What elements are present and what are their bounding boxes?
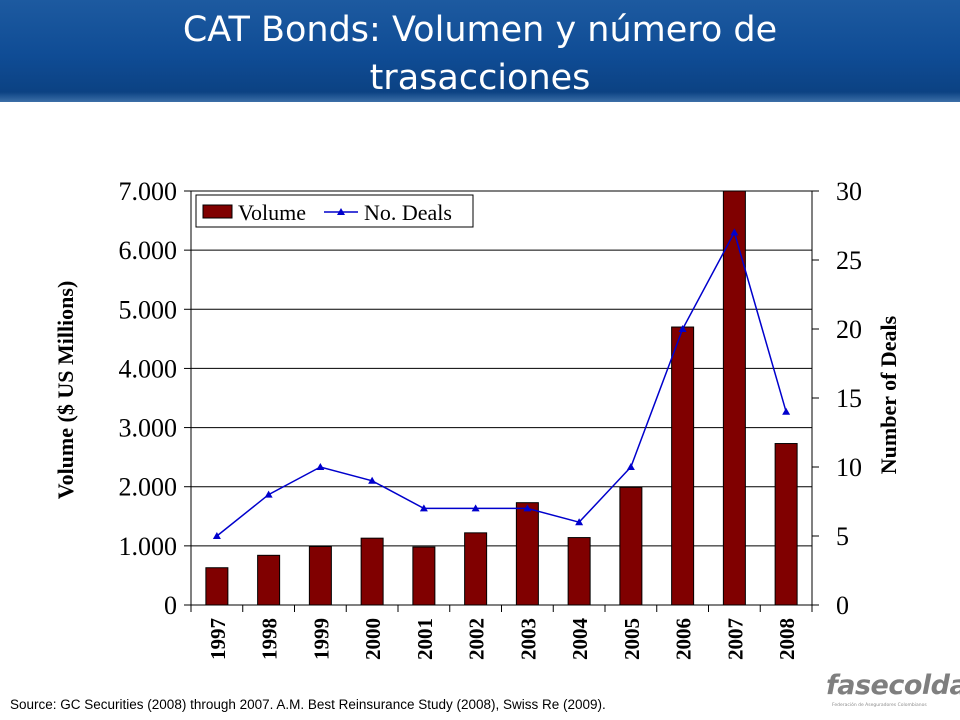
y2-tick-label: 20	[836, 315, 862, 344]
y-tick-label: 1.000	[119, 532, 178, 561]
slide-title: CAT Bonds: Volumen y número de trasaccio…	[0, 6, 960, 102]
bar-volume	[308, 545, 332, 606]
deals-line	[212, 228, 791, 539]
cat-bonds-chart: 0 1.000 2.000 3.000 4.000 5.000 6.000 7.000 0 5 10…	[53, 177, 901, 660]
legend-swatch-volume	[202, 204, 233, 219]
axis-labels: 0 1.000 2.000 3.000 4.000 5.000 6.000 7.000 0 5 10…	[53, 177, 901, 660]
x-tick-label: 2005	[620, 618, 644, 660]
bar-volume	[464, 532, 488, 606]
y-axis-title: Volume ($ US Millions)	[53, 281, 78, 500]
legend-label-volume: Volume	[238, 200, 306, 225]
bar-volume	[722, 190, 746, 606]
bar-volume	[774, 443, 798, 606]
deals-point	[419, 504, 428, 512]
deals-point	[678, 325, 687, 332]
x-tick-label: 1997	[206, 618, 230, 660]
axes	[184, 190, 819, 612]
legend-marker-deals	[337, 208, 345, 215]
x-tick-label: 2006	[672, 618, 696, 660]
deals-point	[626, 463, 635, 470]
source-note: Source: GC Securities (2008) through 200…	[10, 697, 606, 712]
bar-volume	[360, 537, 384, 606]
y-tick-label: 6.000	[119, 236, 178, 265]
x-tick-label: 2003	[516, 618, 540, 660]
y2-tick-label: 5	[836, 522, 849, 551]
bar-volume	[257, 554, 281, 606]
y2-axis-title: Number of Deals	[876, 315, 901, 474]
y-tick-label: 7.000	[119, 177, 178, 206]
deals-point	[782, 407, 791, 415]
x-tick-label: 2004	[568, 618, 592, 661]
deals-point	[523, 504, 532, 512]
bar-volume	[671, 326, 695, 606]
legend-box	[195, 194, 474, 228]
deals-point	[471, 504, 480, 512]
fasecolda-logo: fasecolda Federación de Aseguradores Col…	[826, 670, 960, 716]
y-tick-label: 0	[164, 591, 177, 620]
y2-tick-label: 0	[836, 591, 849, 620]
y-tick-label: 2.000	[119, 473, 178, 502]
deals-point	[212, 532, 221, 539]
x-tick-label: 2001	[413, 618, 437, 660]
logo-wordmark: fasecolda	[826, 670, 960, 701]
volume-bars	[205, 190, 798, 606]
deals-line-path	[216, 230, 787, 537]
x-tick-label: 1999	[309, 618, 333, 660]
legend-label-deals: No. Deals	[364, 200, 452, 225]
bar-volume	[412, 546, 436, 606]
x-tick-label: 1998	[258, 618, 282, 660]
y2-tick-label: 15	[836, 384, 862, 413]
y2-tick-label: 30	[836, 177, 862, 206]
deals-point	[316, 463, 325, 470]
gridlines	[191, 190, 812, 547]
bar-volume	[205, 567, 229, 606]
x-tick-label: 2008	[775, 618, 799, 660]
bar-volume	[619, 486, 643, 606]
bar-volume	[567, 537, 591, 606]
x-tick-label: 2002	[465, 618, 489, 660]
deals-point	[264, 490, 273, 498]
x-tick-label: 2000	[361, 618, 385, 660]
title-banner: CAT Bonds: Volumen y número de trasaccio…	[0, 0, 960, 102]
slide-title-line-2: trasacciones	[369, 58, 591, 98]
legend: Volume No. Deals	[195, 194, 474, 228]
y-tick-label: 3.000	[119, 414, 178, 443]
y2-tick-label: 10	[836, 453, 862, 482]
y-tick-label: 4.000	[119, 354, 178, 383]
banner-glow	[0, 92, 960, 102]
logo-tagline: Federación de Aseguradores Colombianos	[832, 703, 927, 708]
y-tick-label: 5.000	[119, 295, 178, 324]
bar-volume	[515, 502, 539, 606]
deals-point	[575, 518, 584, 526]
deals-point	[730, 228, 739, 236]
slide-title-line-1: CAT Bonds: Volumen y número de	[182, 10, 778, 50]
x-tick-label: 2007	[723, 618, 747, 660]
y2-tick-label: 25	[836, 246, 862, 275]
deals-point	[368, 476, 377, 484]
